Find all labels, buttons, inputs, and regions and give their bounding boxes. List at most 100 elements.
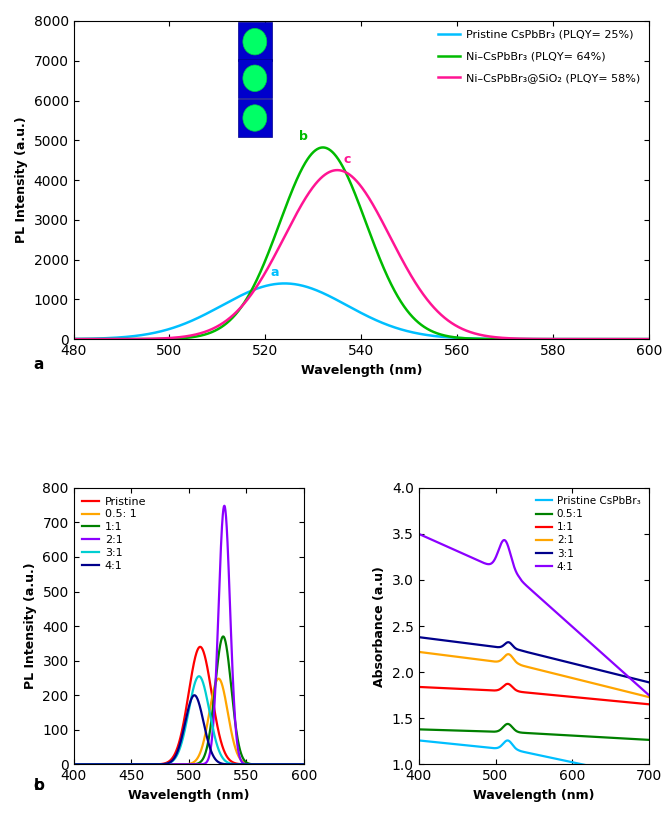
0.5:1 [596,732,604,743]
Line: 2:1: 2:1 [74,506,304,764]
Pristine CsPbBr₃ [527,748,535,759]
4:1 [191,690,199,701]
Line: 0.5: 1: 0.5: 1 [74,679,304,764]
2:1 [220,501,228,511]
Pristine CsPbBr₃ [645,774,653,784]
Pristine [175,737,183,747]
2:1 [638,690,646,701]
Line: 4:1: 4:1 [419,534,649,696]
1:1 [520,687,529,697]
3:1 [82,759,90,769]
4:1 [70,759,78,769]
3:1 [596,665,604,675]
0.5: 1: (594, 3.7e-14): 1: (594, 3.7e-14) [293,759,301,769]
Pristine [251,759,259,769]
3:1 [195,671,203,681]
2:1 [645,692,653,702]
3:1 [638,675,646,685]
1:1 [427,682,435,692]
2:1 [175,759,183,769]
2:1 [293,759,301,769]
4:1 [645,690,653,701]
4:1 [638,684,646,694]
3:1 [300,759,308,769]
0.5: 1: (558, 0.103): 1: (558, 0.103) [251,759,259,769]
Text: c: c [343,153,351,166]
Legend: Pristine, 0.5: 1, 1:1, 2:1, 3:1, 4:1: Pristine, 0.5: 1, 1:1, 2:1, 3:1, 4:1 [79,493,150,574]
4:1 [427,534,435,544]
Pristine CsPbBr₃ [520,747,529,757]
4:1 [527,585,535,595]
0.5: 1: (600, 6.53e-17): 1: (600, 6.53e-17) [300,759,308,769]
1:1 [293,759,301,769]
Text: c: c [33,778,42,793]
1:1 [638,699,646,709]
4:1 [415,529,423,539]
4:1 [181,717,189,727]
Line: Pristine: Pristine [74,647,304,764]
3:1 [415,633,423,643]
Pristine CsPbBr₃ [427,737,435,747]
Line: Pristine CsPbBr₃: Pristine CsPbBr₃ [419,740,649,779]
Y-axis label: PL Intensity (a.u.): PL Intensity (a.u.) [24,563,37,690]
Line: 3:1: 3:1 [74,676,304,764]
0.5:1 [427,725,435,735]
2:1 [596,680,604,690]
1:1 [415,682,423,692]
4:1 [82,759,90,769]
1:1 [251,759,259,769]
Text: b: b [33,778,44,793]
X-axis label: Wavelength (nm): Wavelength (nm) [128,789,250,802]
1:1 [293,759,301,769]
3:1 [645,677,653,687]
2:1 [415,647,423,657]
0.5:1 [520,727,529,738]
Line: 0.5:1: 0.5:1 [419,724,649,740]
Line: 1:1: 1:1 [419,684,649,704]
0.5: 1: (526, 248): 1: (526, 248) [215,674,223,684]
Pristine [70,759,78,769]
3:1 [293,759,301,769]
2:1 [82,759,90,769]
Pristine [293,759,301,769]
1:1 [70,759,78,769]
3:1 [527,648,535,658]
Line: 4:1: 4:1 [74,696,304,764]
Line: 2:1: 2:1 [419,652,649,697]
0.5:1 [638,734,646,744]
2:1 [300,759,308,769]
Text: a: a [271,266,279,280]
0.5:1 [415,724,423,734]
0.5:1 [504,719,512,729]
4:1 [596,647,604,657]
0.5:1 [638,734,646,744]
1:1 [219,632,227,642]
3:1 [181,722,189,732]
2:1 [638,690,646,701]
1:1 [596,695,604,705]
0.5:1 [645,735,653,745]
Text: a: a [33,356,44,371]
1:1 [300,759,308,769]
0.5: 1: (410, 7.95e-44): 1: (410, 7.95e-44) [82,759,90,769]
0.5: 1: (400, 3.38e-52): 1: (400, 3.38e-52) [70,759,78,769]
3:1 [293,759,301,769]
Legend: Pristine CsPbBr₃ (PLQY= 25%), Ni–CsPbBr₃ (PLQY= 64%), Ni–CsPbBr₃@SiO₂ (PLQY= 58%: Pristine CsPbBr₃ (PLQY= 25%), Ni–CsPbBr₃… [435,27,644,87]
Pristine [293,759,301,769]
4:1 [293,759,301,769]
2:1 [527,663,535,673]
Pristine CsPbBr₃ [638,772,646,782]
2:1 [520,661,529,671]
3:1 [175,745,183,755]
3:1 [520,647,529,657]
4:1 [300,759,308,769]
Text: b: b [299,130,308,144]
0.5: 1: (497, 0.389): 1: (497, 0.389) [181,759,189,769]
Legend: Pristine CsPbBr₃, 0.5:1, 1:1, 2:1, 3:1, 4:1: Pristine CsPbBr₃, 0.5:1, 1:1, 2:1, 3:1, … [533,493,644,575]
4:1 [251,759,259,769]
Pristine CsPbBr₃ [596,763,604,773]
1:1 [645,699,653,709]
2:1 [293,759,301,769]
2:1 [70,759,78,769]
3:1 [251,759,259,769]
